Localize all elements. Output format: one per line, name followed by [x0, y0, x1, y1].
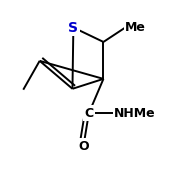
Text: S: S — [68, 20, 78, 35]
Text: NHMe: NHMe — [114, 107, 156, 120]
Text: C: C — [84, 107, 93, 120]
Text: O: O — [78, 140, 89, 153]
Text: Me: Me — [125, 21, 146, 34]
